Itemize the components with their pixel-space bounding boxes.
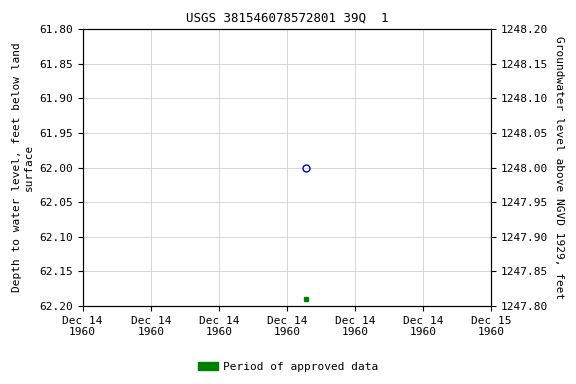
Y-axis label: Depth to water level, feet below land
surface: Depth to water level, feet below land su… xyxy=(12,43,33,292)
Legend: Period of approved data: Period of approved data xyxy=(193,358,383,377)
Y-axis label: Groundwater level above NGVD 1929, feet: Groundwater level above NGVD 1929, feet xyxy=(554,36,564,299)
Title: USGS 381546078572801 39Q  1: USGS 381546078572801 39Q 1 xyxy=(186,12,388,25)
